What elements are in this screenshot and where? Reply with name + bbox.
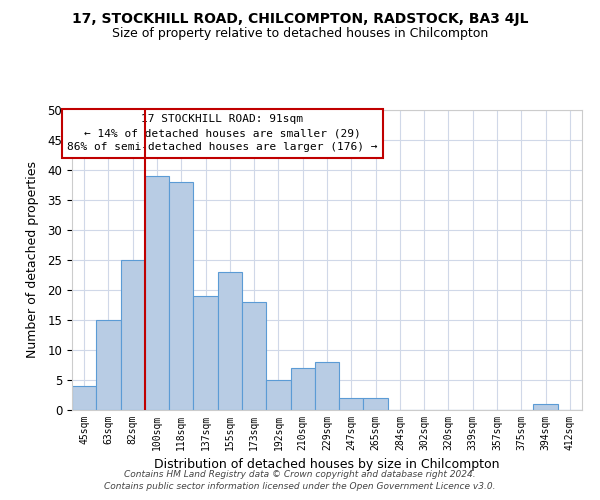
Text: Contains HM Land Registry data © Crown copyright and database right 2024.: Contains HM Land Registry data © Crown c…: [124, 470, 476, 479]
Bar: [169, 182, 193, 410]
Text: Size of property relative to detached houses in Chilcompton: Size of property relative to detached ho…: [112, 28, 488, 40]
Bar: [242, 302, 266, 410]
Text: 17, STOCKHILL ROAD, CHILCOMPTON, RADSTOCK, BA3 4JL: 17, STOCKHILL ROAD, CHILCOMPTON, RADSTOC…: [72, 12, 528, 26]
Bar: [145, 176, 169, 410]
Bar: [96, 320, 121, 410]
Bar: [121, 260, 145, 410]
Bar: [193, 296, 218, 410]
Text: Contains public sector information licensed under the Open Government Licence v3: Contains public sector information licen…: [104, 482, 496, 491]
Bar: [290, 368, 315, 410]
X-axis label: Distribution of detached houses by size in Chilcompton: Distribution of detached houses by size …: [154, 458, 500, 471]
Bar: [315, 362, 339, 410]
Bar: [533, 404, 558, 410]
Y-axis label: Number of detached properties: Number of detached properties: [26, 162, 39, 358]
Bar: [218, 272, 242, 410]
Bar: [266, 380, 290, 410]
Text: 17 STOCKHILL ROAD: 91sqm
← 14% of detached houses are smaller (29)
86% of semi-d: 17 STOCKHILL ROAD: 91sqm ← 14% of detach…: [67, 114, 378, 152]
Bar: [364, 398, 388, 410]
Bar: [72, 386, 96, 410]
Bar: [339, 398, 364, 410]
